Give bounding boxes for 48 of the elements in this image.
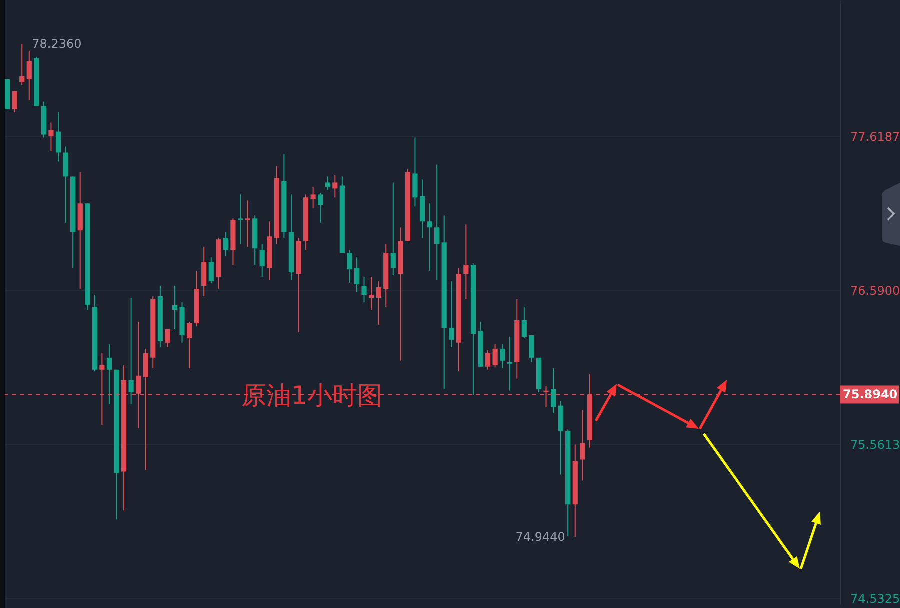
y-tick-label: 75.5613 <box>850 438 900 452</box>
candlestick <box>492 344 498 368</box>
candlestick <box>208 257 214 284</box>
candlestick <box>580 410 586 482</box>
candlestick <box>332 174 338 198</box>
candlestick <box>390 182 396 276</box>
candlestick <box>318 192 324 224</box>
candlestick <box>56 112 62 162</box>
candlestick <box>550 368 556 414</box>
y-tick-label: 74.5325 <box>850 592 900 606</box>
candlestick <box>223 232 228 257</box>
candlestick <box>172 286 178 330</box>
candlestick <box>20 44 25 86</box>
candlestick <box>427 203 432 272</box>
candlestick <box>412 137 418 208</box>
candlestick <box>362 276 367 303</box>
candlestick <box>325 176 330 191</box>
candlestick <box>310 186 316 209</box>
annotation: 74.9440 <box>516 530 566 544</box>
candlestick <box>186 321 192 369</box>
candlestick <box>202 246 207 298</box>
candlestick <box>354 257 360 293</box>
candlestick <box>165 328 170 348</box>
candlestick <box>12 90 18 113</box>
candlestick <box>63 146 68 224</box>
candlestick <box>500 344 506 369</box>
candlestick <box>529 334 534 363</box>
candlestick <box>48 122 54 152</box>
candlestick <box>434 164 440 281</box>
candlestick <box>485 350 491 370</box>
candlestick <box>260 244 265 278</box>
candlestick <box>368 276 374 310</box>
candlestick <box>449 281 454 348</box>
candlestick <box>464 224 469 300</box>
annotation: 78.2360 <box>32 37 82 52</box>
y-tick-label: 76.5900 <box>850 284 900 298</box>
annotation: 原油1小时图 <box>242 381 382 410</box>
candlestick <box>245 200 250 248</box>
candlestick <box>522 306 527 339</box>
candlestick <box>128 298 134 405</box>
candlestick <box>507 336 512 392</box>
y-tick-label: 77.6187 <box>850 130 900 144</box>
ref-line-label: 75.8940 <box>843 388 898 402</box>
candlestick <box>347 250 352 284</box>
candlestick <box>26 50 32 101</box>
candlestick <box>376 281 382 326</box>
candlestick <box>106 344 112 405</box>
candlestick <box>238 194 244 245</box>
